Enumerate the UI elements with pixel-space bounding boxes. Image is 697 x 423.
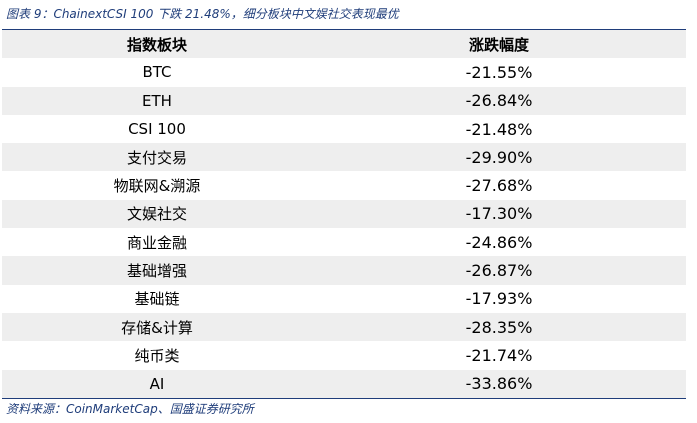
sector-name: 存储&计算	[121, 318, 193, 337]
table-row: BTC -21.55%	[2, 58, 686, 86]
bottom-rule	[2, 398, 686, 399]
table-header-row: 指数板块 涨跌幅度	[2, 30, 686, 59]
table-row: 商业金融 -24.86%	[2, 228, 686, 256]
sector-change: -26.87%	[465, 261, 533, 281]
table-row: 存储&计算 -28.35%	[2, 312, 686, 342]
sector-name: ETH	[142, 91, 172, 110]
sector-name: CSI 100	[128, 120, 186, 139]
sector-change: -21.55%	[465, 62, 533, 82]
sector-name: AI	[149, 374, 165, 393]
header-sector: 指数板块	[126, 35, 187, 54]
table-row: 基础链 -17.93%	[2, 285, 686, 313]
sector-name: 基础链	[134, 290, 180, 309]
sector-change: -26.84%	[465, 91, 533, 111]
sector-name: 文娱社交	[126, 205, 187, 224]
sector-change: -17.30%	[465, 204, 533, 224]
sector-change: -27.68%	[465, 176, 533, 196]
table-row: 支付交易 -29.90%	[2, 143, 686, 172]
sector-change: -29.90%	[465, 147, 533, 167]
sector-name: 基础增强	[126, 262, 187, 281]
figure-caption: 图表 9：ChainextCSI 100 下跌 21.48%，细分板块中文娱社交…	[6, 7, 399, 21]
table-row: 基础增强 -26.87%	[2, 256, 686, 285]
sector-name: 支付交易	[126, 148, 187, 167]
sector-change: -24.86%	[465, 232, 533, 252]
table-row: 物联网&溯源 -27.68%	[2, 171, 686, 199]
sector-name: 物联网&溯源	[113, 177, 201, 196]
sector-change: -33.86%	[465, 374, 533, 394]
table-row: ETH -26.84%	[2, 86, 686, 115]
sector-name: BTC	[142, 63, 172, 82]
source-note: 资料来源：CoinMarketCap、国盛证券研究所	[6, 402, 254, 416]
table-row: 文娱社交 -17.30%	[2, 199, 686, 229]
header-change: 涨跌幅度	[468, 35, 529, 54]
table-row: CSI 100 -21.48%	[2, 115, 686, 143]
sector-change: -21.48%	[465, 119, 533, 139]
table-row: 纯币类 -21.74%	[2, 341, 686, 369]
sector-change: -17.93%	[465, 289, 533, 309]
sector-name: 纯币类	[134, 346, 180, 365]
sector-name: 商业金融	[126, 233, 187, 252]
top-rule	[2, 29, 686, 30]
sector-change-table: 指数板块 涨跌幅度 BTC -21.55% ETH -26.84% CSI 10…	[2, 30, 686, 398]
sector-change: -28.35%	[465, 317, 533, 337]
sector-change: -21.74%	[465, 345, 533, 365]
table-row: AI -33.86%	[2, 369, 686, 398]
